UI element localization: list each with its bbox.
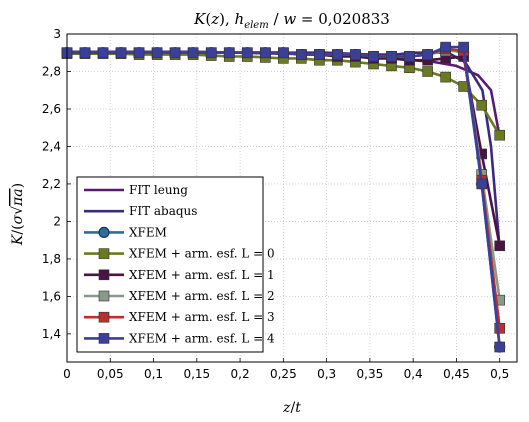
legend-swatch-marker (98, 269, 110, 281)
y-tick-label: 2,2 (42, 177, 61, 191)
y-axis-label: K/(σ√πa) (10, 183, 26, 246)
legend: FIT leung FIT abaqus XFEM XFEM + arm. esf. … (76, 176, 275, 353)
legend-label: XFEM + arm. esf. L = 1 (129, 268, 275, 282)
legend-item: FIT abaqus (84, 204, 197, 218)
legend-label: XFEM + arm. esf. L = 0 (129, 247, 275, 261)
y-tick-label: 1,6 (42, 289, 61, 303)
legend-box (76, 176, 264, 353)
legend-label: FIT leung (129, 183, 188, 197)
data-point (133, 47, 145, 59)
x-tick-label: 0,45 (443, 367, 470, 381)
legend-label: FIT abaqus (129, 204, 197, 218)
data-point (494, 322, 505, 334)
data-point (151, 47, 163, 59)
data-point (440, 41, 451, 53)
svg-text:K/(σ√πa): K/(σ√πa) (10, 183, 26, 246)
legend-item: XFEM + arm. esf. L = 1 (84, 268, 275, 282)
data-point (115, 47, 127, 59)
legend-item: FIT leung (84, 183, 188, 197)
data-point (386, 51, 397, 62)
x-tick-label: 0 (63, 367, 71, 381)
legend-label: XFEM + arm. esf. L = 4 (129, 331, 275, 345)
y-tick-label: 2 (53, 214, 61, 228)
data-point (494, 129, 505, 141)
legend-swatch-marker (98, 333, 110, 344)
x-tick-label: 0,15 (183, 367, 210, 381)
data-point (79, 47, 91, 59)
series-layer (61, 41, 506, 353)
data-point (296, 49, 307, 60)
legend-label: XFEM + arm. esf. L = 2 (129, 289, 275, 303)
legend-label: XFEM + arm. esf. L = 3 (129, 310, 275, 324)
data-point (494, 240, 505, 252)
x-tick-label: 0,5 (490, 367, 509, 381)
legend-label: XFEM (129, 225, 167, 239)
y-tick-label: 1,4 (42, 327, 61, 341)
data-point (241, 47, 253, 59)
y-tick-labels: 1,4 1,6 1,8 2 2,2 2,4 2,6 2,8 3 (42, 27, 61, 341)
data-point (476, 99, 487, 111)
chart-title: K(z), helem / w = 0,020833 (193, 10, 390, 31)
legend-swatch-marker (98, 311, 110, 323)
legend-item: XFEM + arm. esf. L = 3 (84, 310, 275, 324)
x-tick-label: 0,4 (404, 367, 423, 381)
legend-item: XFEM + arm. esf. L = 2 (84, 289, 275, 303)
x-tick-labels: 0 0,05 0,1 0,15 0,2 0,25 0,3 0,35 0,4 0,45 0,5 (63, 367, 509, 381)
data-point (476, 178, 487, 190)
plot-frame (66, 33, 518, 363)
data-point (368, 51, 379, 62)
data-point (314, 49, 325, 60)
y-tick-label: 2,8 (42, 64, 61, 78)
data-point (494, 341, 505, 353)
x-tick-label: 0,3 (317, 367, 336, 381)
x-tick-label: 0,25 (270, 367, 297, 381)
legend-item: XFEM + arm. esf. L = 4 (84, 331, 275, 345)
data-point (332, 49, 343, 60)
y-tick-label: 2,4 (42, 139, 61, 153)
data-point (223, 47, 235, 59)
data-point (404, 51, 415, 62)
data-point (205, 47, 217, 59)
legend-item: XFEM + arm. esf. L = 0 (84, 247, 275, 261)
x-tick-label: 0,2 (231, 367, 250, 381)
data-point (422, 49, 433, 60)
y-tick-label: 3 (53, 27, 61, 41)
legend-swatch-marker (98, 248, 110, 259)
data-point (187, 47, 199, 59)
data-point (458, 41, 469, 53)
x-axis-label: z/t (282, 400, 301, 416)
y-tick-label: 2,6 (42, 102, 61, 116)
x-tick-label: 0,35 (357, 367, 384, 381)
data-point (350, 49, 361, 60)
data-point (97, 47, 109, 59)
legend-swatch-marker (98, 226, 110, 238)
legend-swatch-marker (98, 290, 110, 302)
data-point (422, 66, 433, 77)
legend-item: XFEM (84, 225, 167, 239)
data-point (440, 71, 451, 83)
data-point (260, 47, 271, 59)
x-tick-label: 0,1 (144, 367, 163, 381)
y-tick-label: 1,8 (42, 252, 61, 266)
data-point (278, 47, 289, 59)
data-point (169, 47, 181, 59)
x-tick-label: 0,05 (97, 367, 124, 381)
series-7 (61, 41, 505, 353)
